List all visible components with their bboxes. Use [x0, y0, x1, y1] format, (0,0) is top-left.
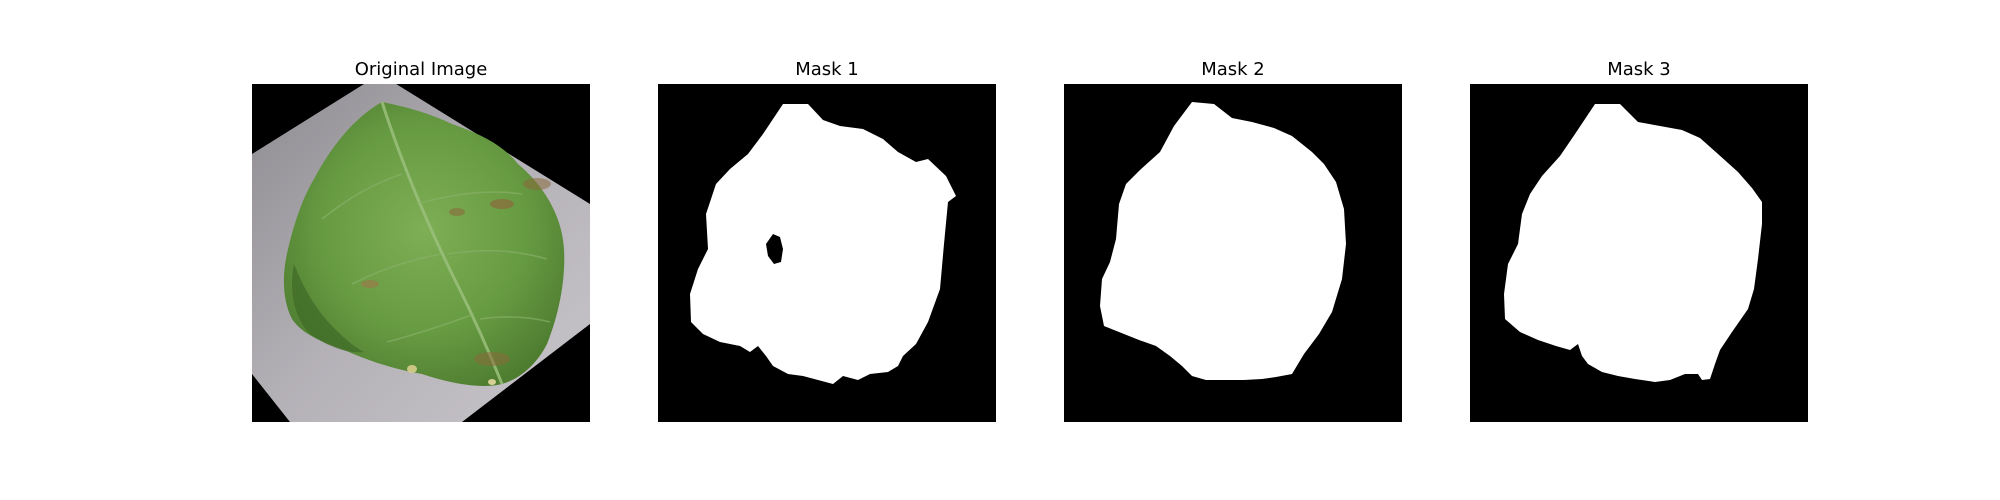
- leaf-photo: [252, 84, 590, 422]
- panel-title: Mask 3: [1607, 59, 1671, 80]
- mask-region: [1100, 102, 1346, 380]
- panel-mask-3: Mask 3: [1470, 0, 1808, 500]
- mask-image: [658, 84, 996, 422]
- mask-region: [690, 104, 956, 384]
- panel-mask-1: Mask 1: [658, 0, 996, 500]
- panel-title: Mask 1: [795, 59, 859, 80]
- leaf-shape: [283, 102, 565, 386]
- mask-image: [1064, 84, 1402, 422]
- mask-region: [1504, 104, 1762, 382]
- panel-original-image: Original Image: [252, 0, 590, 500]
- mask-image: [1470, 84, 1808, 422]
- panel-mask-2: Mask 2: [1064, 0, 1402, 500]
- panel-title: Mask 2: [1201, 59, 1265, 80]
- panel-title: Original Image: [354, 59, 488, 80]
